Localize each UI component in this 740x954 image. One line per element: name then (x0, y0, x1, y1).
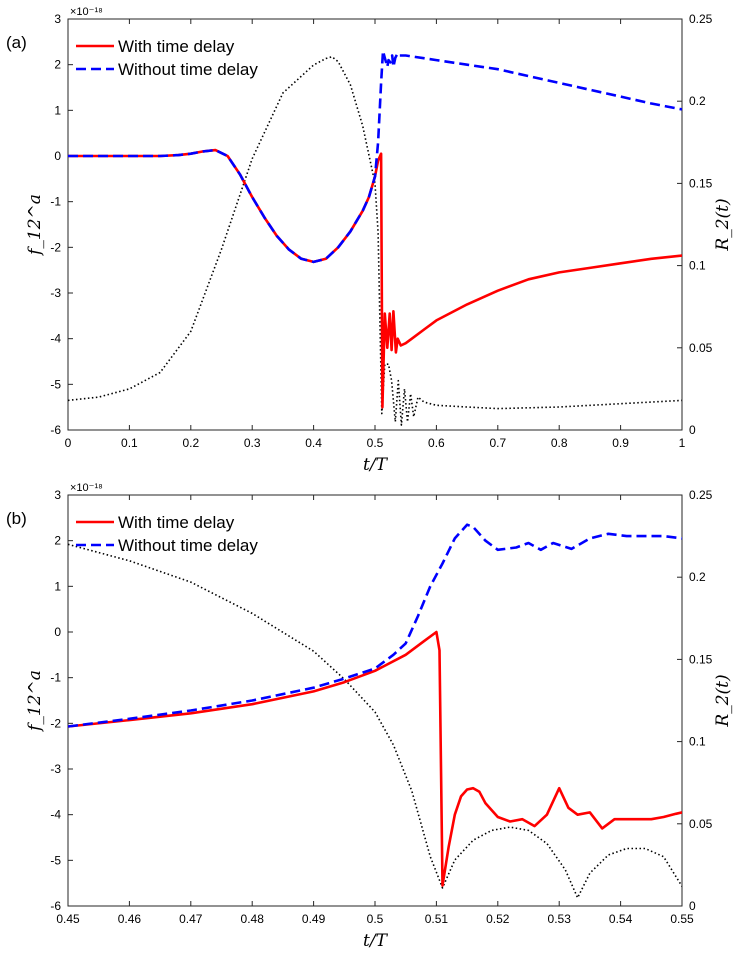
x-tick-label: 0.2 (182, 436, 199, 450)
series-line-r2 (68, 543, 682, 899)
y-left-tick-label: -2 (50, 240, 61, 254)
y-left-tick-label: -6 (50, 423, 61, 437)
panel-b: 0.45 0.46 0.47 0.48 0.49 0.5 0.51 0.52 0.53 0.54 0… (6, 482, 733, 951)
panel-a: 0 0.1 0.2 0.3 0.4 0.5 0.6 0.7 0.8 0.9 1 -6 -5 -4 -3 -2 -… (6, 6, 733, 475)
x-tick-label: 0.5 (367, 436, 384, 450)
x-tick-label: 0.53 (548, 912, 572, 926)
y-left-tick-label: 0 (54, 149, 61, 163)
series-line-r2 (68, 55, 682, 426)
x-axis-label: t/T (363, 931, 389, 951)
x-tick-label: 0.9 (612, 436, 629, 450)
x-tick-label: 0 (65, 436, 72, 450)
y-right-tick-label: 0.2 (689, 94, 706, 108)
y-left-tick-label: 2 (54, 534, 61, 548)
y-left-tick-label: 3 (54, 488, 61, 502)
x-tick-label: 0.45 (56, 912, 80, 926)
y-left-tick-label: -4 (50, 332, 61, 346)
x-tick-label: 0.55 (670, 912, 694, 926)
x-tick-label: 0.1 (121, 436, 138, 450)
legend: With time delay Without time delay (76, 37, 258, 79)
series-line-without-time-delay (68, 49, 682, 264)
x-tick-label: 0.47 (179, 912, 203, 926)
plot-frame (67, 18, 683, 431)
y-right-axis-label: R_2(t) (713, 198, 733, 251)
y-right-tick-label: 0 (689, 423, 696, 437)
exponent-label: ×10⁻¹⁸ (70, 482, 103, 494)
y-left-axis-label: f_12^a (25, 194, 45, 257)
y-left-tick-label: -1 (50, 671, 61, 685)
legend-label: With time delay (118, 37, 235, 56)
y-right-tick-label: 0.1 (689, 735, 706, 749)
x-tick-label: 0.4 (305, 436, 322, 450)
series-line-with-time-delay (68, 148, 682, 409)
y-right-tick-label: 0 (689, 899, 696, 913)
panel-label: (a) (6, 33, 27, 52)
y-left-tick-label: 2 (54, 58, 61, 72)
x-axis-label: t/T (363, 455, 389, 475)
panel-label: (b) (6, 509, 27, 528)
y-left-tick-label: 0 (54, 625, 61, 639)
y-left-tick-label: -4 (50, 808, 61, 822)
y-right-tick-label: 0.15 (689, 652, 713, 666)
x-tick-label: 0.46 (118, 912, 142, 926)
series-line-with-time-delay (68, 630, 682, 887)
x-tick-label: 0.3 (244, 436, 261, 450)
legend-label: Without time delay (118, 60, 258, 79)
x-tick-label: 0.51 (425, 912, 449, 926)
y-right-tick-label: 0.25 (689, 488, 713, 502)
y-left-tick-label: -1 (50, 195, 61, 209)
exponent-label: ×10⁻¹⁸ (70, 6, 103, 18)
y-right-tick-label: 0.1 (689, 259, 706, 273)
y-left-tick-label: 3 (54, 12, 61, 26)
x-tick-label: 0.8 (551, 436, 568, 450)
y-left-tick-label: -5 (50, 377, 61, 391)
y-left-tick-label: 1 (54, 579, 61, 593)
y-left-tick-label: -3 (50, 762, 61, 776)
y-left-tick-label: -3 (50, 286, 61, 300)
y-right-axis-label: R_2(t) (713, 674, 733, 727)
x-tick-label: 0.52 (486, 912, 510, 926)
x-tick-label: 0.54 (609, 912, 633, 926)
x-tick-label: 0.7 (489, 436, 506, 450)
y-left-axis-label: f_12^a (25, 670, 45, 733)
x-tick-label: 0.48 (241, 912, 265, 926)
x-tick-label: 1 (679, 436, 686, 450)
x-tick-label: 0.5 (367, 912, 384, 926)
x-tick-label: 0.6 (428, 436, 445, 450)
legend-label: With time delay (118, 513, 235, 532)
y-left-tick-label: -6 (50, 899, 61, 913)
x-tick-label: 0.49 (302, 912, 326, 926)
y-left-tick-label: 1 (54, 103, 61, 117)
plot-frame (67, 494, 683, 907)
y-right-tick-label: 0.25 (689, 12, 713, 26)
y-left-tick-label: -2 (50, 716, 61, 730)
legend: With time delay Without time delay (76, 513, 258, 555)
series-line-without-time-delay (68, 523, 682, 728)
y-right-tick-label: 0.05 (689, 817, 713, 831)
legend-label: Without time delay (118, 536, 258, 555)
y-right-tick-label: 0.2 (689, 570, 706, 584)
y-right-tick-label: 0.15 (689, 176, 713, 190)
y-left-tick-label: -5 (50, 853, 61, 867)
y-right-tick-label: 0.05 (689, 341, 713, 355)
